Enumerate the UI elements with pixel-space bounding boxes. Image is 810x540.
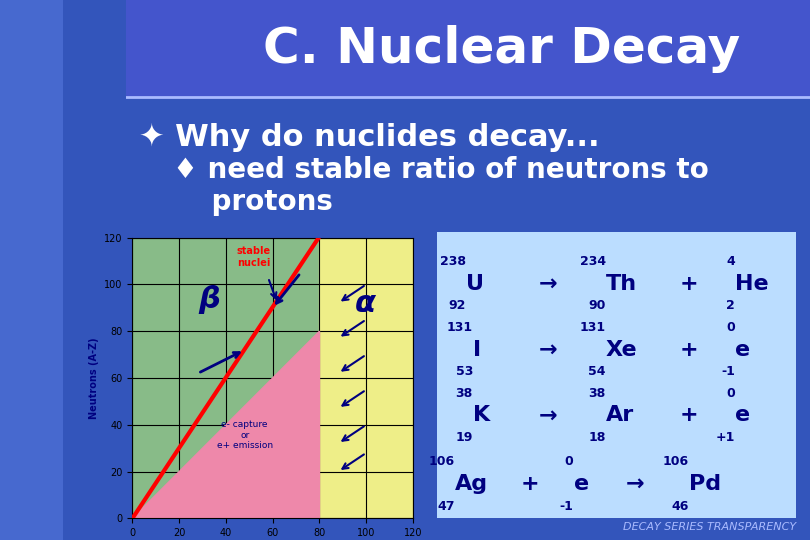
Text: 90: 90 xyxy=(589,300,606,313)
Text: 0: 0 xyxy=(727,321,735,334)
Text: -1: -1 xyxy=(722,365,735,379)
Text: α: α xyxy=(355,289,376,319)
Text: +: + xyxy=(521,474,539,494)
Text: +: + xyxy=(680,406,698,426)
Text: Ar: Ar xyxy=(606,406,634,426)
Text: 2: 2 xyxy=(727,300,735,313)
Text: He: He xyxy=(735,274,769,294)
Text: ✦ Why do nuclides decay...: ✦ Why do nuclides decay... xyxy=(139,123,600,152)
Text: 234: 234 xyxy=(580,255,606,268)
Text: 46: 46 xyxy=(671,500,688,513)
Text: 92: 92 xyxy=(449,300,466,313)
Text: 19: 19 xyxy=(455,431,473,444)
Text: Xe: Xe xyxy=(606,340,637,360)
Bar xyxy=(0,432,63,486)
Text: I: I xyxy=(473,340,481,360)
Text: +1: +1 xyxy=(716,431,735,444)
Text: β: β xyxy=(198,285,220,314)
Bar xyxy=(0,324,63,378)
Text: Th: Th xyxy=(606,274,637,294)
Text: 38: 38 xyxy=(456,387,473,400)
Bar xyxy=(0,486,63,540)
Polygon shape xyxy=(319,238,413,518)
Text: →: → xyxy=(625,474,644,494)
Text: K: K xyxy=(473,406,490,426)
Text: C. Nuclear Decay: C. Nuclear Decay xyxy=(263,25,740,72)
Text: 18: 18 xyxy=(589,431,606,444)
Text: +: + xyxy=(680,274,698,294)
Bar xyxy=(126,0,810,97)
Bar xyxy=(0,108,63,162)
Bar xyxy=(0,378,63,432)
Text: 238: 238 xyxy=(440,255,466,268)
Text: -1: -1 xyxy=(560,500,573,513)
Text: 131: 131 xyxy=(580,321,606,334)
Text: U: U xyxy=(466,274,484,294)
Text: 106: 106 xyxy=(663,455,688,468)
Text: e- capture
or
e+ emission: e- capture or e+ emission xyxy=(216,421,273,450)
Text: →: → xyxy=(539,406,557,426)
Text: →: → xyxy=(539,274,557,294)
Text: 47: 47 xyxy=(437,500,455,513)
Text: ♦ need stable ratio of neutrons to
    protons: ♦ need stable ratio of neutrons to proto… xyxy=(173,156,710,217)
Text: 106: 106 xyxy=(428,455,455,468)
Text: DECAY SERIES TRANSPARENCY: DECAY SERIES TRANSPARENCY xyxy=(623,522,796,532)
Text: 53: 53 xyxy=(455,365,473,379)
Text: e: e xyxy=(735,340,750,360)
Polygon shape xyxy=(132,331,319,518)
Text: Ag: Ag xyxy=(455,474,488,494)
Text: stable
nuclei: stable nuclei xyxy=(237,246,271,268)
FancyBboxPatch shape xyxy=(423,221,810,530)
Text: e: e xyxy=(573,474,589,494)
Text: +: + xyxy=(680,340,698,360)
Text: →: → xyxy=(539,340,557,360)
Text: 0: 0 xyxy=(727,387,735,400)
Bar xyxy=(0,0,63,54)
Text: 131: 131 xyxy=(447,321,473,334)
Text: Pd: Pd xyxy=(688,474,721,494)
Text: 0: 0 xyxy=(565,455,573,468)
Bar xyxy=(0,54,63,108)
Text: 4: 4 xyxy=(727,255,735,268)
Text: e: e xyxy=(735,406,750,426)
Text: 38: 38 xyxy=(589,387,606,400)
Bar xyxy=(0,216,63,270)
Bar xyxy=(0,162,63,216)
Y-axis label: Neutrons (A-Z): Neutrons (A-Z) xyxy=(88,337,99,419)
Text: 54: 54 xyxy=(588,365,606,379)
Bar xyxy=(0,270,63,324)
Polygon shape xyxy=(132,238,319,518)
